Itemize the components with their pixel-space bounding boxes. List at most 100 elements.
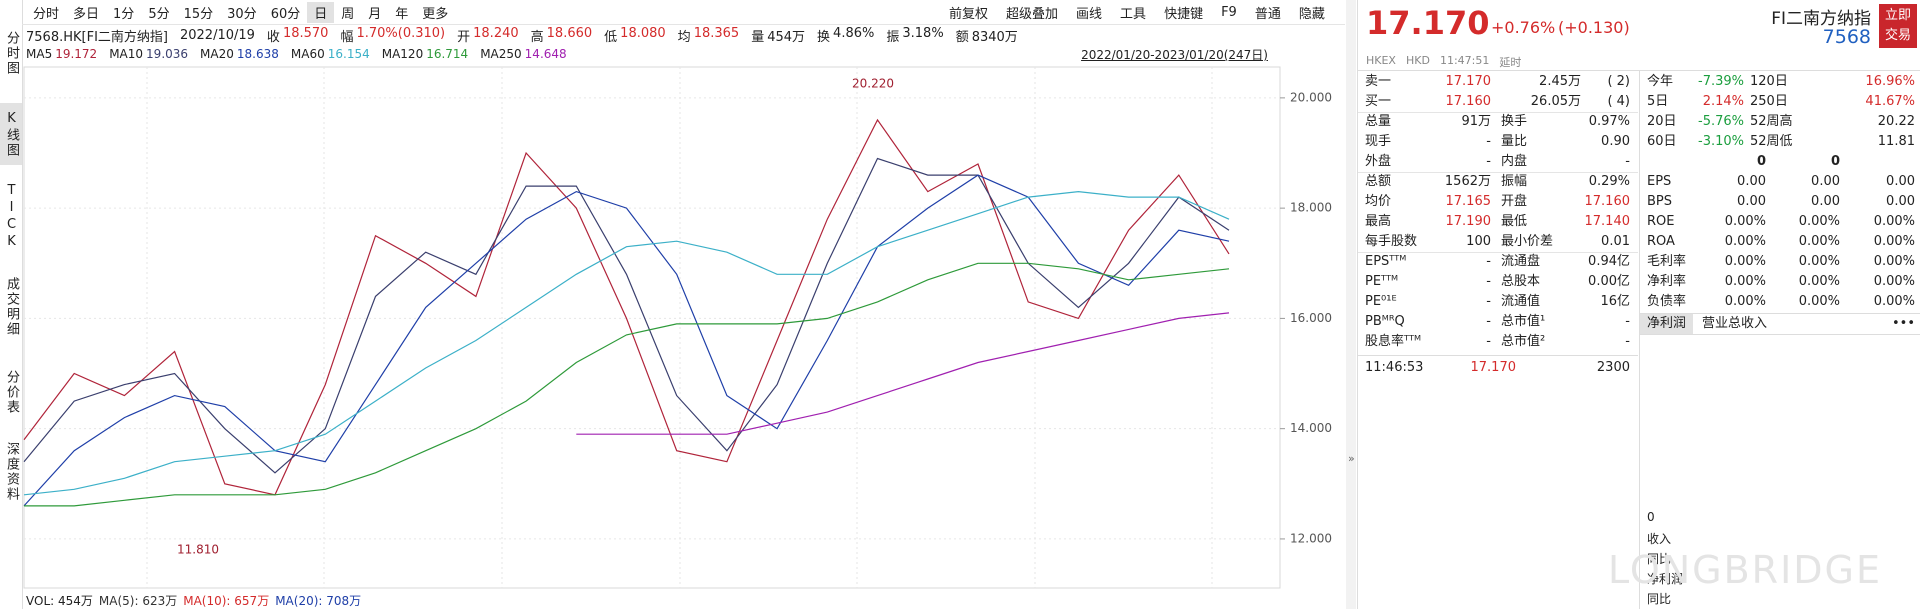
info-label: 低: [604, 29, 618, 45]
cell: 0: [1830, 154, 1840, 169]
legend-item: MA60 16.154: [291, 47, 370, 61]
info-label: 额: [955, 29, 969, 45]
tool-button[interactable]: 工具: [1120, 6, 1147, 22]
stat-row: 股息率ᵀᵀᴹ - 总市值² -: [1358, 332, 1638, 352]
info-field: 开 18.240: [457, 26, 519, 45]
cell: 1562万: [1444, 174, 1491, 189]
tool-bar: 前复权 超级叠加 画线 工具 快捷键 F9 普通 隐藏: [940, 0, 1334, 24]
period-tab[interactable]: 分时: [33, 6, 60, 22]
side-tab[interactable]: 分价表: [4, 369, 19, 415]
side-tab[interactable]: 深度资料: [4, 442, 19, 502]
volume-item: MA(10): 657万: [183, 594, 270, 608]
row-divider: [1358, 355, 1638, 356]
tool-button[interactable]: F9: [1221, 4, 1237, 20]
cell: 0.00%: [1798, 234, 1840, 249]
cell: 0.00%: [1724, 234, 1766, 249]
cell: -: [1486, 334, 1491, 349]
legend-value: 14.648: [524, 47, 567, 61]
side-tab[interactable]: TICK: [4, 183, 19, 251]
y-tick-label: 18.000: [1290, 201, 1332, 215]
period-tab[interactable]: 15分: [183, 6, 214, 22]
cell: 20日: [1647, 114, 1677, 129]
period-tab[interactable]: 60分: [270, 6, 301, 22]
stat-row: 最高 17.190 最低 17.140: [1358, 212, 1638, 232]
y-tick-label: 20.000: [1290, 90, 1332, 104]
cell: -: [1486, 294, 1491, 309]
fund-row: ROE 0.00% 0.00% 0.00%: [1640, 212, 1920, 232]
change-pct: +0.76%: [1491, 18, 1556, 37]
fund-row: 净利率 0.00% 0.00% 0.00%: [1640, 272, 1920, 292]
cell: -: [1486, 314, 1491, 329]
cell: 最低: [1501, 214, 1528, 229]
tool-button[interactable]: 普通: [1254, 6, 1281, 22]
more-button[interactable]: •••: [1891, 316, 1915, 331]
cell: 0.00%: [1724, 254, 1766, 269]
cell: 换手: [1501, 114, 1528, 129]
info-field: 振 3.18%: [886, 26, 943, 45]
cell: 0: [1756, 154, 1766, 169]
cell: 0.01: [1601, 234, 1630, 249]
cell: PEᵀᵀᴹ: [1365, 274, 1399, 289]
cell: 现手: [1365, 134, 1392, 149]
legend-item: MA10 19.036: [109, 47, 188, 61]
order-row: 卖一 17.170 2.45万 ( 2): [1358, 72, 1638, 92]
info-field: 收 18.570: [267, 26, 329, 45]
cell: 60日: [1647, 134, 1677, 149]
info-field: 量 454万: [751, 26, 805, 45]
info-label: 均: [677, 29, 691, 45]
period-bar: 分时 多日 1分 5分 15分 30分 60分日周月年更多: [26, 0, 455, 24]
ma-line: [23, 118, 1230, 496]
cell: ROA: [1647, 234, 1675, 249]
tool-button[interactable]: 画线: [1076, 6, 1103, 22]
period-tab[interactable]: 5分: [148, 6, 170, 22]
cell: 2300: [1596, 360, 1630, 375]
trade-button[interactable]: 立即交易: [1879, 4, 1917, 48]
side-tab[interactable]: 分时图: [4, 30, 19, 76]
legend-value: 16.714: [426, 47, 469, 61]
collapse-strip[interactable]: [1346, 0, 1356, 609]
finance-tab[interactable]: 净利润: [1640, 314, 1694, 334]
tool-button[interactable]: 前复权: [949, 6, 989, 22]
cell: 120日: [1750, 74, 1788, 89]
period-tab[interactable]: 多日: [73, 6, 100, 22]
ma-line: [576, 312, 1230, 435]
legend-value: 18.638: [236, 47, 279, 61]
period-tab[interactable]: 30分: [227, 6, 257, 22]
cell: 量比: [1501, 134, 1528, 149]
cell: BPS: [1647, 194, 1673, 209]
meta-item: HKEX: [1366, 54, 1396, 67]
tool-button[interactable]: 隐藏: [1298, 6, 1325, 22]
y-tick-label: 12.000: [1290, 531, 1332, 545]
period-tab[interactable]: 周: [341, 6, 355, 22]
cell: 买一: [1365, 94, 1392, 109]
side-tab[interactable]: 成交明细: [4, 277, 19, 337]
volume-row: VOL: 454万 MA(5): 623万 MA(10): 657万 MA(20): …: [26, 592, 361, 609]
cell: 17.160: [1584, 194, 1631, 209]
perf-row: 60日 -3.10% 52周低 11.81: [1640, 132, 1920, 152]
y-tick-label: 16.000: [1290, 311, 1332, 325]
cell: 17.170: [1445, 74, 1492, 89]
finance-tab[interactable]: 营业总收入: [1702, 316, 1768, 331]
period-tab[interactable]: 日: [307, 1, 335, 23]
period-tab[interactable]: 更多: [422, 6, 449, 22]
cell: 5日: [1647, 94, 1669, 109]
tool-button[interactable]: 快捷键: [1164, 6, 1204, 22]
date: 2022/10/19: [179, 27, 255, 43]
period-tab[interactable]: 年: [395, 6, 409, 22]
volume-item: MA(5): 623万: [98, 594, 178, 608]
cell: 0.00: [1737, 194, 1766, 209]
side-divider: [22, 0, 23, 609]
cell: 每手股数: [1365, 234, 1418, 249]
tool-button[interactable]: 超级叠加: [1006, 6, 1059, 22]
cell: 0.00%: [1798, 274, 1840, 289]
cell: 20.22: [1877, 114, 1915, 129]
stock-name: FI二南方纳指: [1771, 9, 1871, 29]
period-tab[interactable]: 1分: [113, 6, 135, 22]
collapse-arrow[interactable]: »: [1348, 452, 1355, 465]
legend-item: MA5 19.172: [26, 47, 97, 61]
period-tab[interactable]: 月: [368, 6, 382, 22]
side-tab[interactable]: K线图: [0, 103, 22, 165]
cell: 外盘: [1365, 154, 1392, 169]
legend-value: 19.036: [146, 47, 189, 61]
cell: 0.94亿: [1588, 254, 1630, 269]
